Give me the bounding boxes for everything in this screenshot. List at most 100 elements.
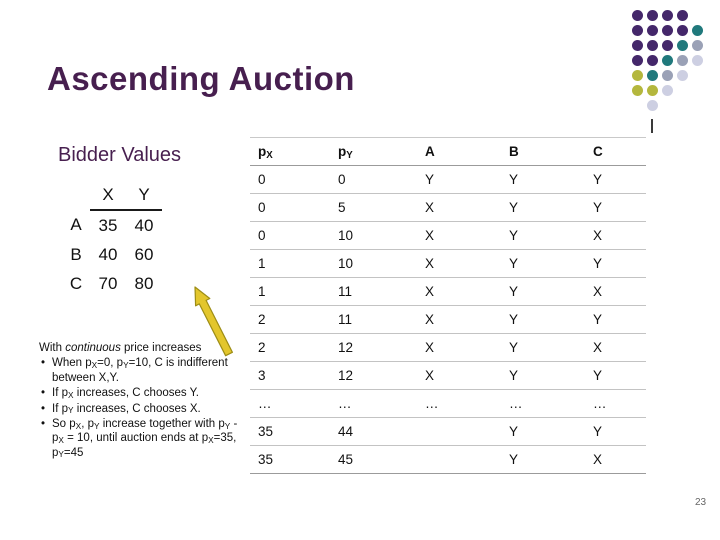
price-table-cell: 10 xyxy=(330,249,417,278)
price-table-cell: Y xyxy=(501,333,585,362)
price-table-cell: X xyxy=(417,277,501,306)
dots-decoration xyxy=(630,8,705,113)
price-table-cell: Y xyxy=(417,165,501,194)
price-table-cell: X xyxy=(417,249,501,278)
decor-dot xyxy=(647,85,658,96)
price-table-cell: 10 xyxy=(330,221,417,250)
price-table-cell: … xyxy=(417,389,501,418)
decor-dot xyxy=(677,25,688,36)
price-table-cell: 11 xyxy=(330,305,417,334)
price-table-cell: 11 xyxy=(330,277,417,306)
price-table-row: 2 11 X Y Y xyxy=(250,305,646,334)
price-table-cell: X xyxy=(417,221,501,250)
bidder-values-table: X Y A 35 40 B 40 60 C 70 80 xyxy=(62,176,162,298)
subscript: X xyxy=(75,421,82,431)
decor-dot xyxy=(647,40,658,51)
subscript: X xyxy=(67,390,74,400)
subscript: Y xyxy=(93,421,100,431)
bidder-x-value: 40 xyxy=(98,244,118,264)
price-table-cell: Y xyxy=(501,165,585,194)
price-table-cell: 1 xyxy=(250,277,330,306)
notes-bullets: When pX=0, pY=10, C is indifferent betwe… xyxy=(39,356,239,460)
price-table-body: 0 0 Y Y Y 0 5 X Y Y 0 10 X Y X 1 10 X Y Y 1 11 X Y X 2 11 X Y Y 2 12 X Y X… xyxy=(250,165,646,474)
decor-dot xyxy=(662,25,673,36)
price-table-cell: 35 xyxy=(250,445,330,474)
price-table-cell: … xyxy=(585,389,646,418)
price-table-cell: Y xyxy=(585,249,646,278)
price-table-column-header: pY xyxy=(330,137,417,166)
price-table-cell: X xyxy=(417,333,501,362)
price-table-cell: X xyxy=(585,333,646,362)
price-table-row: 35 45 Y X xyxy=(250,445,646,474)
price-table-cell: 45 xyxy=(330,445,417,474)
decor-dot xyxy=(632,25,643,36)
price-table-cell: Y xyxy=(501,305,585,334)
decor-dot xyxy=(632,70,643,81)
bidder-name: B xyxy=(70,244,82,264)
price-table-cell: … xyxy=(501,389,585,418)
bidder-name: A xyxy=(70,215,82,234)
price-table-cell: … xyxy=(250,389,330,418)
price-table-cell: X xyxy=(585,277,646,306)
subscript: Y xyxy=(67,406,74,416)
price-table-cell: 5 xyxy=(330,193,417,222)
decor-dot xyxy=(677,55,688,66)
bidder-y-value: 40 xyxy=(134,215,154,235)
subscript: X xyxy=(91,361,98,371)
price-table-cell: 0 xyxy=(330,165,417,194)
subscript: X xyxy=(208,436,214,446)
bidder-row: C 70 80 xyxy=(62,269,162,298)
dot-row xyxy=(630,83,705,98)
price-table-cell: 1 xyxy=(250,249,330,278)
decor-dot xyxy=(662,40,673,51)
decor-dot xyxy=(662,70,673,81)
price-table-cell: Y xyxy=(585,361,646,390)
bidder-values-heading: Bidder Values xyxy=(58,144,182,166)
decor-dot xyxy=(677,70,688,81)
price-table-cell xyxy=(417,445,501,474)
price-table-row: 0 10 X Y X xyxy=(250,221,646,250)
price-table: pX pY A B C 0 0 Y Y Y 0 5 X Y Y 0 10 X Y X 1 10 X Y Y 1 11 X Y X 2 11 X… xyxy=(250,137,646,474)
price-table-cell: 2 xyxy=(250,333,330,362)
price-table-cell: Y xyxy=(501,249,585,278)
dot-row xyxy=(630,98,705,113)
decor-dot xyxy=(647,10,658,21)
bidder-y-value: 60 xyxy=(134,244,154,264)
subscript: Y xyxy=(224,421,231,431)
price-table-cell xyxy=(417,417,501,446)
bidder-row: B 40 60 xyxy=(62,240,162,269)
price-table-column-header: A xyxy=(417,137,501,166)
decor-dot xyxy=(662,10,673,21)
price-table-cell: X xyxy=(417,193,501,222)
price-table-cell: Y xyxy=(501,417,585,446)
decor-dot xyxy=(677,10,688,21)
dot-row xyxy=(630,38,705,53)
price-table-cell: Y xyxy=(501,221,585,250)
price-table-row: 35 44 Y Y xyxy=(250,417,646,446)
subscript: X xyxy=(266,150,273,162)
price-table-cell: X xyxy=(417,361,501,390)
decor-dot xyxy=(632,55,643,66)
price-table-cell: Y xyxy=(501,277,585,306)
decor-dot xyxy=(647,70,658,81)
price-table-cell: Y xyxy=(585,417,646,446)
bidder-values-header-row: X Y xyxy=(62,176,162,211)
price-table-header-row: pX pY A B C xyxy=(250,137,646,166)
price-table-cell: X xyxy=(585,445,646,474)
dot-row xyxy=(630,53,705,68)
bidder-y-value: 80 xyxy=(134,273,154,293)
bidder-x-value: 70 xyxy=(98,273,118,293)
price-table-cell: … xyxy=(330,389,417,418)
bidder-values-col-x: X xyxy=(90,176,126,211)
price-table-cell: X xyxy=(585,221,646,250)
price-table-row: 1 10 X Y Y xyxy=(250,249,646,278)
subscript: Y xyxy=(346,150,353,162)
price-table-column-header: C xyxy=(585,137,646,166)
price-table-cell: 0 xyxy=(250,221,330,250)
note-bullet: When pX=0, pY=10, C is indifferent betwe… xyxy=(39,356,239,385)
price-table-row: …………… xyxy=(250,389,646,418)
decor-dot xyxy=(647,100,658,111)
